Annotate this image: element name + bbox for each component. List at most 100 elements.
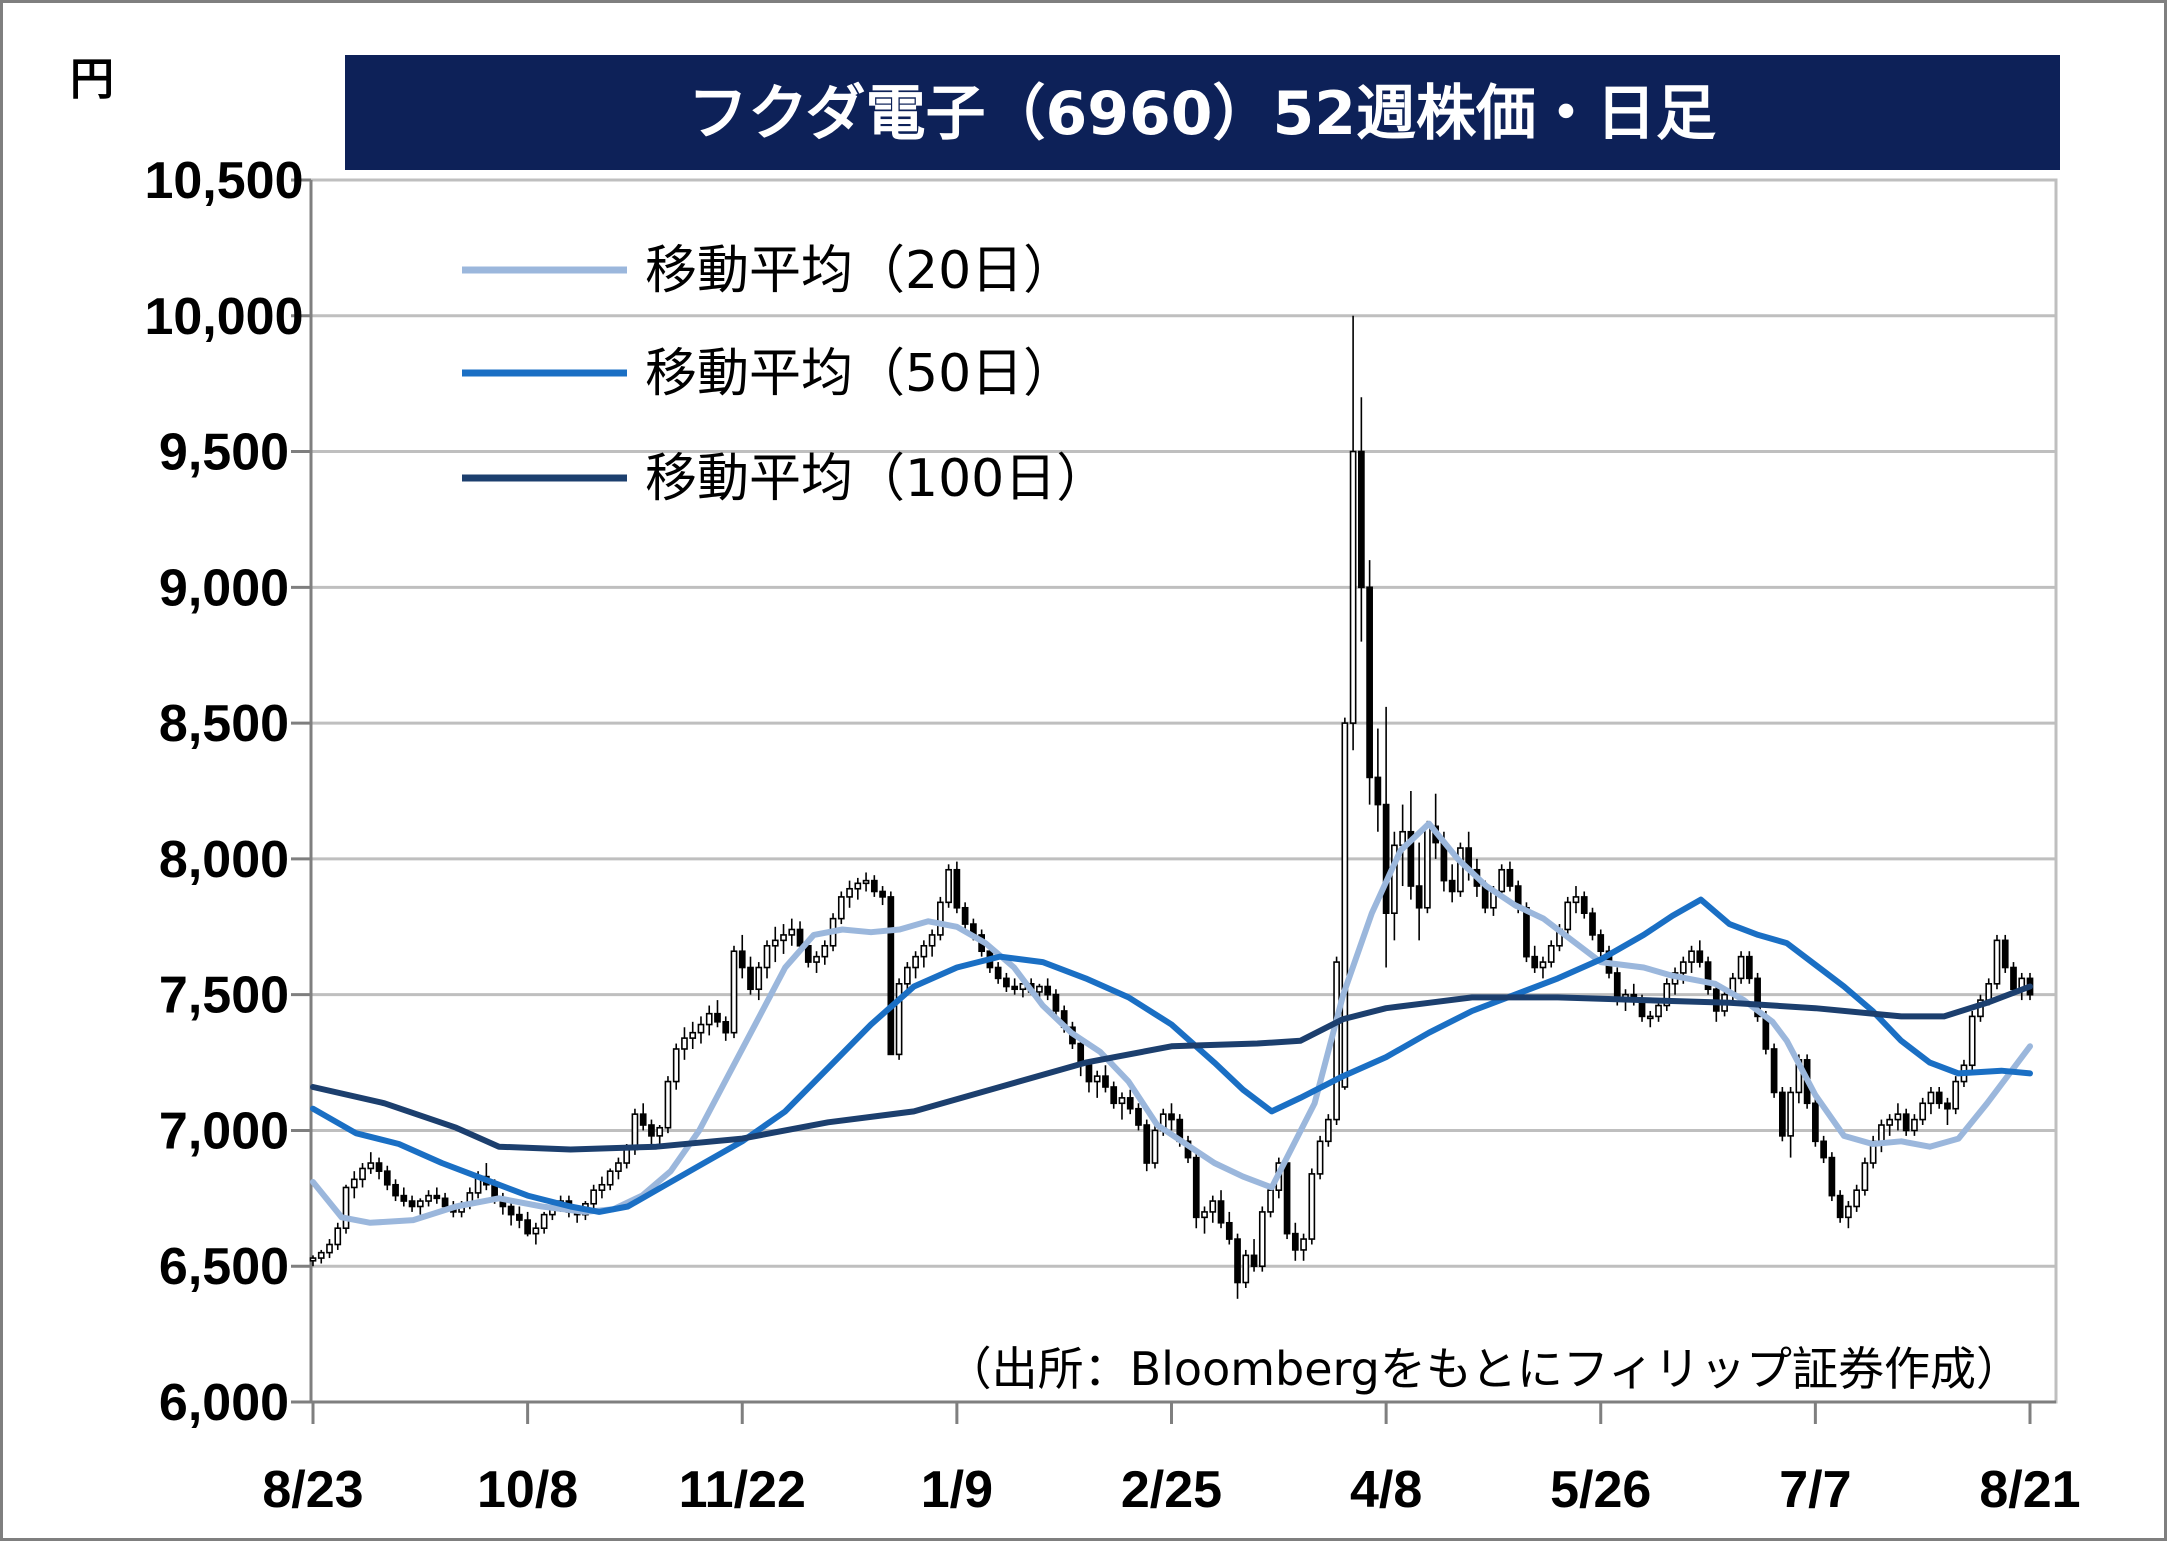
y-tick-label: 7,500 [159,967,289,1025]
x-tick-label: 2/25 [1121,1461,1222,1519]
candle-body-down [1589,912,1596,936]
candle-body-up [334,1227,342,1246]
candle-body-up [1737,955,1745,980]
x-tick-label: 5/26 [1550,1461,1651,1519]
candle-body-up [697,1023,705,1034]
candle-body-down [524,1219,531,1235]
candle-body-up [1333,961,1340,1121]
candle-body-up [1209,1200,1217,1213]
candle-body-down [1754,977,1761,1018]
candle-body-up [1539,961,1547,969]
chart-title: フクダ電子（6960）52週株価・日足 [688,79,1716,149]
candle-body-up [1663,983,1671,1007]
candle-body-down [1580,896,1588,915]
candle-body-down [1126,1097,1134,1110]
candle-body-up [367,1162,375,1170]
candle-body-down [994,966,1002,980]
candle-body-up [1878,1124,1885,1143]
candle-body-down [1944,1102,1951,1110]
candle-body-up [912,955,919,969]
candle-body-down [1745,955,1753,980]
candle-body-down [714,1012,721,1023]
candle-body-up [854,882,862,890]
candle-body-down [1407,830,1415,887]
candle-body-down [516,1213,523,1221]
legend-label-ma100: 移動平均（100日） [645,449,1108,509]
candle-body-up [1324,1118,1332,1143]
candle-body-up [540,1213,548,1230]
x-tick-label: 7/7 [1779,1461,1851,1519]
candle-body-down [1812,1102,1819,1143]
candle-body-down [796,928,804,947]
candle-body-up [1258,1211,1266,1268]
candle-body-down [639,1113,647,1126]
candle-body-down [400,1194,408,1202]
candle-body-up [1349,450,1357,724]
candle-body-down [1234,1238,1241,1284]
candle-body-up [309,1257,317,1262]
candle-body-up [1242,1254,1250,1284]
candle-body-up [821,944,829,958]
candle-body-down [1613,972,1621,1001]
axes [309,180,2056,1404]
legend-label-ma20: 移動平均（20日） [645,241,1075,301]
y-axis-unit-label: 円 [70,55,114,104]
candle-body-down [1902,1113,1910,1132]
candle-body-up [689,1031,697,1039]
gridlines [311,178,2056,1268]
candle-body-up [1300,1238,1307,1251]
candle-body-up [350,1178,358,1189]
candle-body-down [953,868,961,909]
candle-body-up [631,1113,639,1151]
candle-body-up [598,1183,606,1191]
candle-body-down [2001,939,2009,969]
candle-body-up [928,934,936,947]
candle-body-down [375,1162,383,1172]
candle-body-down [1828,1156,1836,1197]
candle-body-up [532,1227,540,1235]
candle-body-down [1250,1254,1258,1268]
candle-body-up [1845,1205,1852,1219]
candle-body-up [837,896,845,920]
candle-body-down [1597,934,1605,953]
candle-body-up [1036,985,1043,993]
y-axis-ticks: 6,000 6,500 7,000 7,500 8,000 8,500 9,000 9,500… [144,152,311,1432]
candle-body-up [1547,944,1555,963]
candle-body-up [317,1251,325,1259]
candle-body-up [590,1189,598,1205]
candle-body-down [1935,1091,1943,1105]
candle-body-up [656,1126,664,1137]
candle-body-up [326,1243,333,1254]
candle-body-down [507,1205,515,1216]
candle-body-down [879,890,886,898]
candle-body-up [1927,1091,1935,1105]
candle-body-up [771,939,779,947]
candle-body-up [1993,939,2001,985]
candle-body-up [1655,1004,1662,1018]
candle-body-up [862,879,870,885]
candle-body-up [359,1167,366,1181]
candle-body-up [1151,1129,1159,1164]
candle-body-up [1919,1102,1927,1121]
candle-body-up [1952,1080,1960,1110]
candle-body-down [1052,993,1060,1012]
candle-body-up [1886,1118,1894,1126]
candle-body-up [1679,961,1687,974]
candle-body-up [788,928,796,936]
candle-body-down [1415,885,1423,909]
candle-body-up [1498,868,1506,893]
ma100-line [310,983,2033,1153]
candle-body-down [408,1200,416,1208]
candle-body-up [895,983,903,1056]
x-tick-label: 1/9 [921,1461,993,1519]
x-tick-label: 8/23 [262,1461,363,1519]
candle-body-down [1778,1091,1786,1137]
candle-body-down [804,944,812,963]
candle-body-up [755,966,763,991]
candle-body-down [392,1183,399,1197]
candle-body-down [1531,955,1539,969]
candle-body-down [1085,1064,1093,1083]
candle-body-down [1192,1156,1200,1219]
